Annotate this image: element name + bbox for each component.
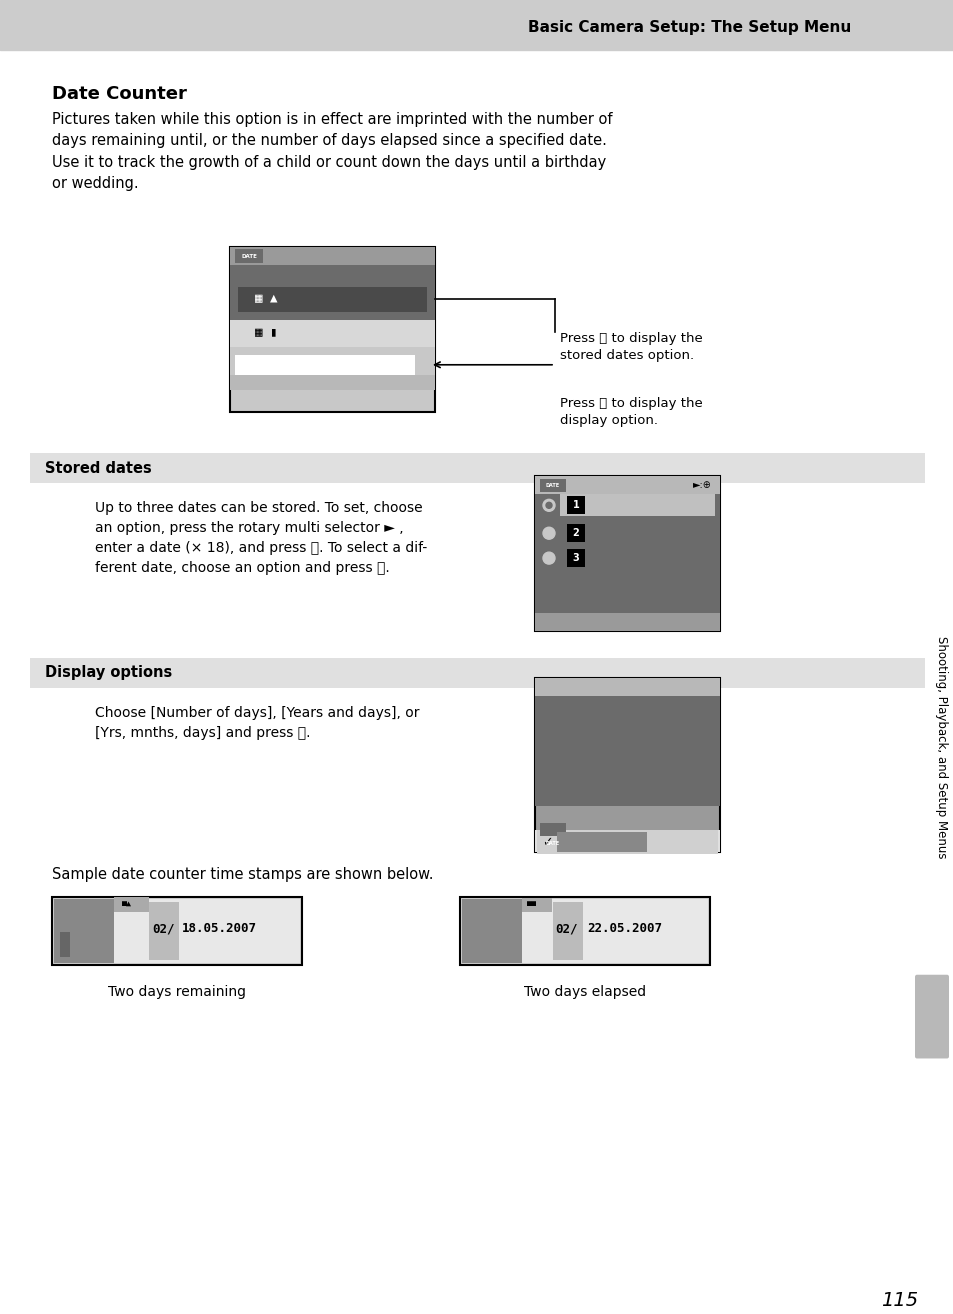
Bar xyxy=(535,489,720,612)
Text: Display options: Display options xyxy=(45,665,172,681)
Text: Press ⒪ to display the
display option.: Press ⒪ to display the display option. xyxy=(559,397,702,427)
Text: Two days elapsed: Two days elapsed xyxy=(523,984,645,999)
Bar xyxy=(557,832,646,853)
Circle shape xyxy=(542,527,555,539)
Text: Two days remaining: Two days remaining xyxy=(108,984,246,999)
Bar xyxy=(230,374,435,390)
Bar xyxy=(535,830,720,853)
Bar xyxy=(539,480,565,493)
Bar xyxy=(535,477,720,631)
Text: 1: 1 xyxy=(572,501,578,510)
Bar xyxy=(535,691,720,807)
Bar xyxy=(234,355,415,374)
Bar xyxy=(230,319,435,374)
Text: Press ⒪ to display the
stored dates option.: Press ⒪ to display the stored dates opti… xyxy=(559,332,702,361)
Circle shape xyxy=(542,499,555,511)
Text: Sample date counter time stamps are shown below.: Sample date counter time stamps are show… xyxy=(52,867,433,882)
Bar xyxy=(60,932,70,957)
Bar xyxy=(521,899,707,963)
Bar xyxy=(539,824,565,836)
Text: Pictures taken while this option is in effect are imprinted with the number of
d: Pictures taken while this option is in e… xyxy=(52,112,612,192)
Text: Stored dates: Stored dates xyxy=(45,461,152,476)
Bar xyxy=(459,897,709,964)
Circle shape xyxy=(545,502,552,509)
Bar xyxy=(52,897,302,964)
Bar xyxy=(535,477,720,494)
Bar xyxy=(566,549,584,568)
Text: ✓: ✓ xyxy=(541,836,552,849)
Bar xyxy=(0,0,953,50)
Text: 02/: 02/ xyxy=(555,922,577,936)
Text: Up to three dates can be stored. To set, choose
an option, press the rotary mult: Up to three dates can be stored. To set,… xyxy=(95,502,427,576)
Bar xyxy=(230,265,435,319)
Text: DATE: DATE xyxy=(241,254,256,259)
Bar xyxy=(234,250,263,263)
Text: Shooting, Playback, and Setup Menus: Shooting, Playback, and Setup Menus xyxy=(935,636,947,859)
Bar xyxy=(230,247,435,411)
Bar xyxy=(461,899,521,963)
Text: 22.05.2007: 22.05.2007 xyxy=(586,922,661,936)
Bar xyxy=(553,901,582,959)
Text: ▦ ▮: ▦ ▮ xyxy=(254,326,277,339)
Bar xyxy=(230,265,435,319)
Bar xyxy=(537,830,718,854)
Text: ■■: ■■ xyxy=(526,900,537,908)
Text: DATE: DATE xyxy=(545,841,559,846)
Bar xyxy=(566,524,584,543)
Bar xyxy=(230,247,435,265)
Bar xyxy=(54,899,113,963)
Text: ►:⊕: ►:⊕ xyxy=(693,481,711,490)
Bar xyxy=(113,897,149,912)
Bar xyxy=(566,497,584,514)
Text: Date Counter: Date Counter xyxy=(52,84,187,102)
Bar xyxy=(30,453,924,484)
Bar xyxy=(535,612,720,631)
Text: 02/: 02/ xyxy=(152,922,174,936)
Bar xyxy=(535,678,720,853)
Text: 2: 2 xyxy=(572,528,578,539)
Bar xyxy=(113,899,299,963)
Bar xyxy=(230,319,435,347)
Bar xyxy=(30,658,924,687)
Text: ▦ ▲: ▦ ▲ xyxy=(254,293,277,305)
Circle shape xyxy=(542,552,555,564)
Bar xyxy=(521,897,552,912)
Bar xyxy=(237,286,427,311)
Bar xyxy=(149,901,179,959)
Bar xyxy=(535,678,720,695)
Text: Choose [Number of days], [Years and days], or
[Yrs, mnths, days] and press ⒪.: Choose [Number of days], [Years and days… xyxy=(95,706,419,740)
FancyBboxPatch shape xyxy=(914,975,948,1059)
Text: ■▲: ■▲ xyxy=(122,900,132,908)
Text: 115: 115 xyxy=(881,1290,918,1310)
Text: 3: 3 xyxy=(572,553,578,564)
Bar xyxy=(559,494,714,516)
Text: 18.05.2007: 18.05.2007 xyxy=(182,922,256,936)
Text: DATE: DATE xyxy=(545,482,559,487)
Text: Basic Camera Setup: The Setup Menu: Basic Camera Setup: The Setup Menu xyxy=(528,21,851,35)
